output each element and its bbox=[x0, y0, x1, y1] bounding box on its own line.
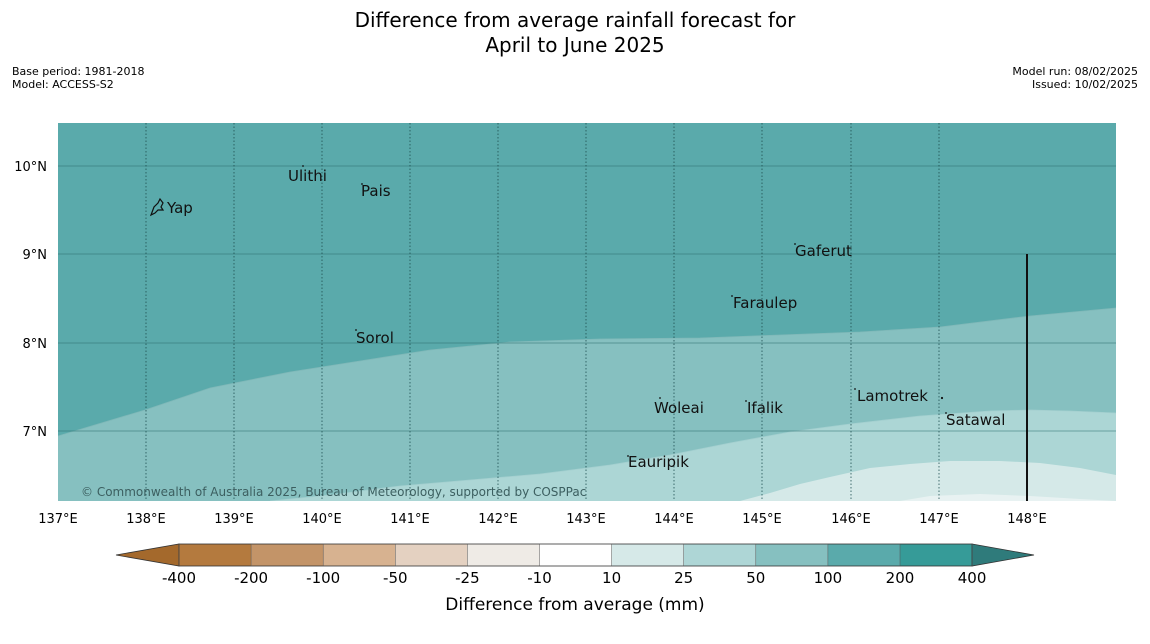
colorbar-segment bbox=[827, 544, 900, 566]
colorbar-tick-label: 200 bbox=[886, 569, 915, 587]
place-ifalik: Ifalik bbox=[747, 399, 783, 417]
model-name: Model: ACCESS-S2 bbox=[12, 78, 114, 91]
longitude-tick-labels: 137°E 138°E 139°E 140°E 141°E 142°E 143°… bbox=[38, 512, 1047, 527]
lat-tick-7n: 7°N bbox=[23, 425, 48, 440]
marker-faraulep bbox=[731, 295, 733, 297]
colorbar-tick-label: 100 bbox=[814, 569, 843, 587]
colorbar: -400 -200 -100 -50 -25 -10 10 25 50 100 200 400 bbox=[115, 543, 1035, 587]
colorbar-tick-label: -200 bbox=[234, 569, 268, 587]
issued-date: Issued: 10/02/2025 bbox=[1031, 78, 1138, 91]
title-line-1: Difference from average rainfall forecas… bbox=[354, 8, 796, 32]
colorbar-segment bbox=[467, 544, 540, 566]
place-yap: Yap bbox=[166, 199, 193, 217]
place-gaferut: Gaferut bbox=[795, 242, 852, 260]
place-pais: Pais bbox=[361, 182, 391, 200]
colorbar-tick-label: 400 bbox=[958, 569, 987, 587]
lon-tick-139e: 139°E bbox=[214, 512, 254, 527]
colorbar-segment bbox=[900, 544, 973, 566]
island-markers bbox=[302, 165, 947, 457]
marker-ulithi bbox=[302, 165, 304, 167]
lon-tick-141e: 141°E bbox=[390, 512, 430, 527]
lon-tick-144e: 144°E bbox=[654, 512, 694, 527]
lon-tick-146e: 146°E bbox=[831, 512, 871, 527]
colorbar-segment bbox=[179, 544, 252, 566]
colorbar-tick-label: 50 bbox=[746, 569, 765, 587]
place-labels: Ulithi Pais Yap Gaferut Faraulep Sorol L… bbox=[166, 167, 1005, 471]
colorbar-tick-label: -400 bbox=[162, 569, 196, 587]
marker-eauripik bbox=[627, 455, 629, 457]
colorbar-segment bbox=[683, 544, 756, 566]
base-period: Base period: 1981-2018 bbox=[12, 65, 145, 78]
lon-tick-148e: 148°E bbox=[1007, 512, 1047, 527]
colorbar-tick-label: -50 bbox=[383, 569, 408, 587]
place-ulithi: Ulithi bbox=[288, 167, 327, 185]
place-lamotrek: Lamotrek bbox=[857, 387, 928, 405]
place-woleai: Woleai bbox=[654, 399, 704, 417]
marker-gaferut bbox=[794, 243, 796, 245]
lon-tick-143e: 143°E bbox=[566, 512, 606, 527]
model-run-date: Model run: 08/02/2025 bbox=[1012, 65, 1138, 78]
zone-10-to-25 bbox=[900, 494, 1116, 501]
yap-island-outline bbox=[149, 197, 165, 217]
colorbar-title: Difference from average (mm) bbox=[445, 595, 704, 615]
marker-pais bbox=[361, 183, 363, 185]
colorbar-segment bbox=[539, 544, 612, 566]
place-sorol: Sorol bbox=[356, 329, 394, 347]
copyright-notice: © Commonwealth of Australia 2025, Bureau… bbox=[81, 485, 586, 499]
contour-line-100 bbox=[269, 409, 1116, 501]
colorbar-tick-label: 10 bbox=[602, 569, 621, 587]
colorbar-segment bbox=[611, 544, 684, 566]
lon-tick-142e: 142°E bbox=[478, 512, 518, 527]
colorbar-tick-label: 25 bbox=[674, 569, 693, 587]
marker-sorol bbox=[355, 329, 357, 331]
colorbar-extension-high bbox=[971, 543, 1035, 567]
colorbar-extension-low bbox=[115, 543, 180, 567]
colorbar-segment bbox=[755, 544, 828, 566]
place-eauripik: Eauripik bbox=[628, 453, 689, 471]
run-info: Model run: 08/02/2025 Issued: 10/02/2025 bbox=[1012, 65, 1138, 91]
lat-tick-9n: 9°N bbox=[23, 248, 48, 263]
colorbar-segment bbox=[323, 544, 396, 566]
contour-line-200 bbox=[58, 307, 1116, 437]
zone-25-to-50 bbox=[740, 461, 1116, 501]
lon-tick-140e: 140°E bbox=[302, 512, 342, 527]
lon-tick-138e: 138°E bbox=[126, 512, 166, 527]
colorbar-tick-label: -25 bbox=[455, 569, 480, 587]
marker-ifalik bbox=[745, 400, 747, 402]
marker-lamotrek-east bbox=[940, 396, 944, 400]
place-satawal: Satawal bbox=[946, 411, 1005, 429]
lon-tick-137e: 137°E bbox=[38, 512, 78, 527]
marker-woleai bbox=[659, 397, 661, 399]
lat-tick-10n: 10°N bbox=[14, 160, 47, 175]
map-area: Ulithi Pais Yap Gaferut Faraulep Sorol L… bbox=[58, 123, 1116, 501]
lon-tick-145e: 145°E bbox=[742, 512, 782, 527]
model-info: Base period: 1981-2018 Model: ACCESS-S2 bbox=[12, 65, 144, 91]
marker-satawal bbox=[945, 412, 947, 414]
title-line-2: April to June 2025 bbox=[485, 33, 665, 57]
colorbar-tick-label: -10 bbox=[527, 569, 552, 587]
colorbar-segment bbox=[395, 544, 468, 566]
chart-title: Difference from average rainfall forecas… bbox=[0, 8, 1150, 58]
lon-tick-147e: 147°E bbox=[919, 512, 959, 527]
colorbar-segment bbox=[251, 544, 324, 566]
marker-lamotrek bbox=[854, 388, 856, 390]
latitude-tick-labels: 10°N 9°N 8°N 7°N bbox=[14, 160, 47, 440]
place-faraulep: Faraulep bbox=[733, 294, 797, 312]
lat-tick-8n: 8°N bbox=[23, 337, 48, 352]
colorbar-tick-label: -100 bbox=[306, 569, 340, 587]
longitude-gridlines bbox=[145, 123, 940, 501]
